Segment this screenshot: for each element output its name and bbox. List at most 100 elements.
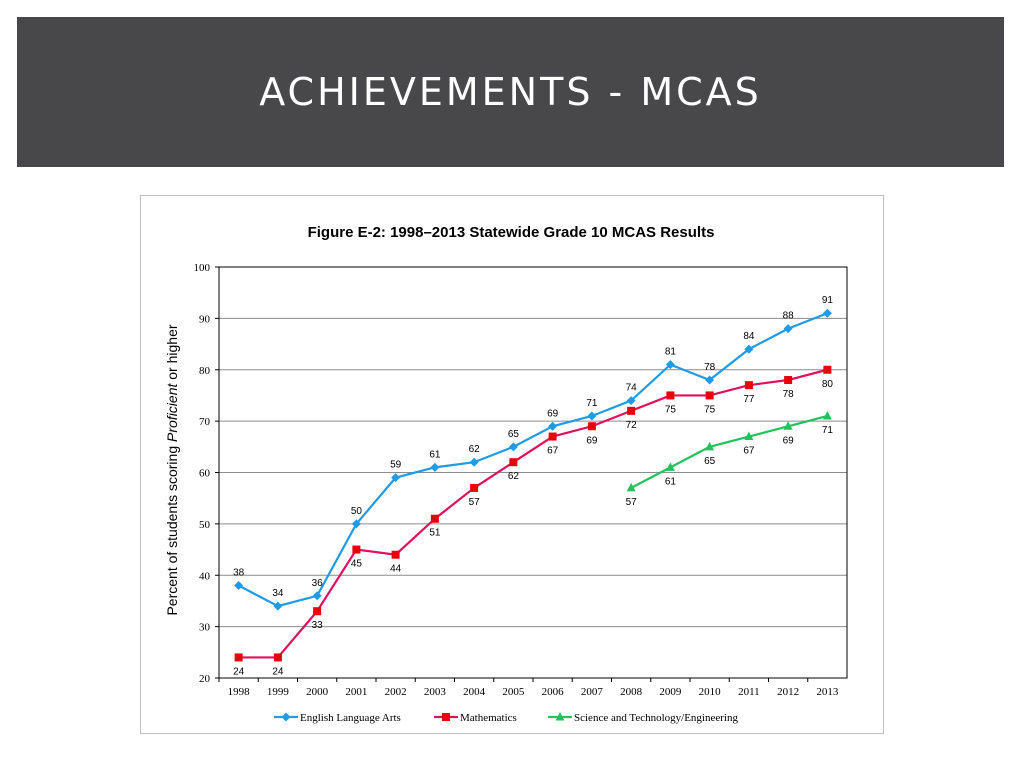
data-label-english-language-arts-2007: 71 <box>586 398 598 409</box>
x-tick-label-1998: 1998 <box>228 686 251 698</box>
x-tick-label-2003: 2003 <box>424 686 447 698</box>
data-label-english-language-arts-2000: 36 <box>312 578 324 589</box>
x-tick-label-2005: 2005 <box>502 686 525 698</box>
marker-mathematics-2009 <box>666 391 675 400</box>
data-label-english-language-arts-2004: 62 <box>469 444 481 455</box>
tick-labels: 20 30 40 50 60 70 80 90 100 1998 1999 2000 2001 2002 2… <box>194 262 839 698</box>
data-label-mathematics-2000: 33 <box>312 620 324 631</box>
y-tick-label-50: 50 <box>199 519 211 531</box>
marker-english-language-arts-2011 <box>744 344 754 354</box>
data-label-science-and-technology-engineering-2013: 71 <box>822 425 834 436</box>
data-label-mathematics-2010: 75 <box>704 404 716 415</box>
marker-english-language-arts-1999 <box>273 601 283 611</box>
series-line-english-language-arts <box>238 312 828 608</box>
axes <box>215 266 848 682</box>
data-label-english-language-arts-2008: 74 <box>626 383 638 394</box>
series-markers <box>234 308 832 662</box>
data-label-mathematics-2011: 77 <box>743 394 755 405</box>
data-label-english-language-arts-1999: 34 <box>272 588 284 599</box>
marker-english-language-arts-2006 <box>548 421 558 431</box>
data-label-mathematics-2006: 67 <box>547 446 559 457</box>
x-tick-label-2000: 2000 <box>306 686 329 698</box>
marker-science-and-technology-engineering-2012 <box>783 421 793 430</box>
y-tick-label-20: 20 <box>199 673 211 685</box>
marker-english-language-arts-2010 <box>705 375 715 385</box>
data-label-mathematics-2013: 80 <box>822 379 834 390</box>
series-lines <box>238 312 828 659</box>
x-tick-label-2002: 2002 <box>385 686 407 698</box>
data-label-mathematics-2001: 45 <box>351 559 363 570</box>
marker-english-language-arts-2005 <box>508 442 518 452</box>
marker-mathematics-2006 <box>548 432 557 441</box>
marker-mathematics-1998 <box>234 653 243 662</box>
data-label-english-language-arts-2013: 91 <box>822 295 834 306</box>
y-tick-label-90: 90 <box>199 313 211 325</box>
y-label-part-1: Percent of students scoring <box>164 442 180 616</box>
y-tick-label-60: 60 <box>199 468 211 480</box>
marker-mathematics-2001 <box>352 545 361 554</box>
marker-mathematics-2013 <box>823 365 832 374</box>
marker-mathematics-2008 <box>627 406 636 415</box>
data-label-science-and-technology-engineering-2009: 61 <box>665 476 677 487</box>
marker-english-language-arts-2012 <box>783 324 793 334</box>
data-label-english-language-arts-2006: 69 <box>547 408 559 419</box>
legend-label-english-language-arts: English Language Arts <box>300 712 401 724</box>
x-tick-label-2007: 2007 <box>581 686 604 698</box>
data-label-mathematics-2002: 44 <box>390 564 402 575</box>
data-label-mathematics-1999: 24 <box>272 666 284 677</box>
marker-english-language-arts-2008 <box>626 396 636 406</box>
marker-science-and-technology-engineering-2013 <box>822 410 832 420</box>
legend-marker-english-language-arts <box>281 712 291 722</box>
data-label-english-language-arts-2010: 78 <box>704 362 716 373</box>
data-label-english-language-arts-2001: 50 <box>351 506 363 517</box>
data-label-english-language-arts-2011: 84 <box>743 331 755 342</box>
series-line-science-and-technology-engineering <box>630 414 828 489</box>
x-tick-label-2004: 2004 <box>463 686 486 698</box>
x-tick-label-2013: 2013 <box>816 686 839 698</box>
marker-english-language-arts-2002 <box>391 473 401 483</box>
data-label-english-language-arts-2002: 59 <box>390 460 402 471</box>
data-label-english-language-arts-2012: 88 <box>783 311 795 322</box>
marker-mathematics-2005 <box>509 458 518 467</box>
x-tick-label-2008: 2008 <box>620 686 643 698</box>
marker-mathematics-2007 <box>587 422 596 431</box>
legend-marker-science-and-technology-engineering <box>555 712 565 721</box>
marker-english-language-arts-2004 <box>469 457 479 467</box>
marker-mathematics-2002 <box>391 550 400 559</box>
y-tick-label-80: 80 <box>199 365 211 377</box>
y-tick-label-70: 70 <box>199 416 211 428</box>
data-label-mathematics-2007: 69 <box>586 435 598 446</box>
marker-science-and-technology-engineering-2011 <box>744 431 754 441</box>
y-tick-label-100: 100 <box>194 262 211 274</box>
marker-english-language-arts-2003 <box>430 462 440 472</box>
y-label-part-2: Proficient <box>164 383 180 442</box>
marker-english-language-arts-2007 <box>587 411 597 421</box>
x-tick-label-2006: 2006 <box>542 686 565 698</box>
marker-mathematics-2004 <box>470 483 479 492</box>
marker-mathematics-2011 <box>744 381 753 390</box>
data-label-mathematics-2003: 51 <box>429 528 441 539</box>
x-tick-label-2001: 2001 <box>345 686 367 698</box>
marker-english-language-arts-2000 <box>312 591 322 601</box>
legend-marker-mathematics <box>442 713 450 721</box>
data-label-mathematics-2008: 72 <box>626 420 638 431</box>
x-tick-label-2010: 2010 <box>699 686 722 698</box>
marker-english-language-arts-1998 <box>234 581 244 591</box>
slide-title: ACHIEVEMENTS - MCAS <box>259 70 762 114</box>
title-banner: ACHIEVEMENTS - MCAS <box>17 17 1004 167</box>
data-label-mathematics-2009: 75 <box>665 404 677 415</box>
x-tick-label-2009: 2009 <box>659 686 682 698</box>
y-axis-label: Percent of students scoring Proficient o… <box>164 324 180 615</box>
legend-label-science-and-technology-engineering: Science and Technology/Engineering <box>574 712 738 724</box>
x-tick-label-2012: 2012 <box>777 686 799 698</box>
data-label-science-and-technology-engineering-2011: 67 <box>743 446 755 457</box>
marker-mathematics-2003 <box>430 514 439 523</box>
legend-label-mathematics: Mathematics <box>460 712 517 724</box>
data-label-mathematics-2012: 78 <box>783 389 795 400</box>
marker-mathematics-2000 <box>313 607 322 616</box>
marker-english-language-arts-2009 <box>665 360 675 370</box>
data-label-mathematics-2005: 62 <box>508 471 520 482</box>
marker-english-language-arts-2013 <box>822 308 832 318</box>
legend: English Language Arts Mathematics Science … <box>274 712 738 724</box>
marker-mathematics-1999 <box>273 653 282 662</box>
